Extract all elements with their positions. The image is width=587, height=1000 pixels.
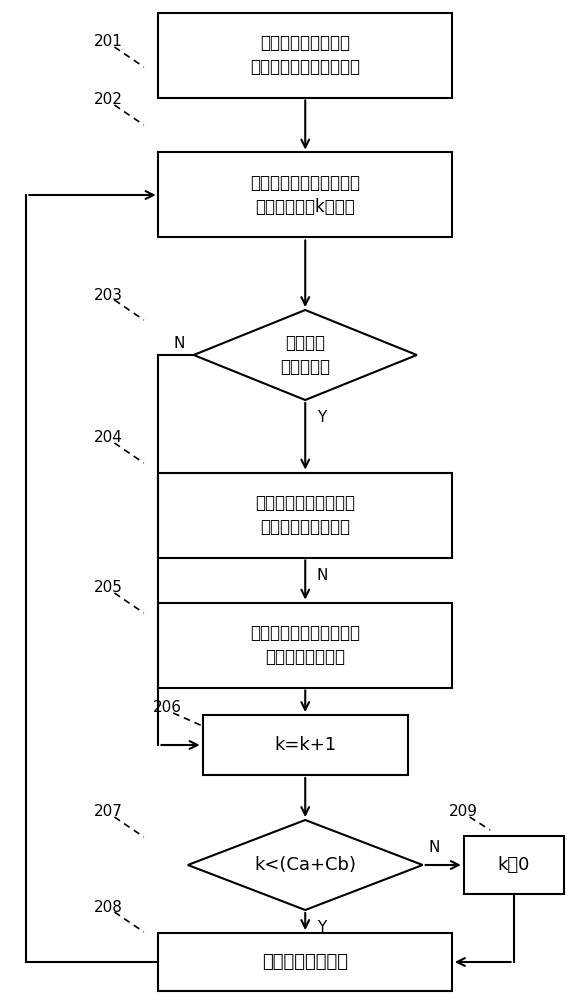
Text: k<(Ca+Cb): k<(Ca+Cb) [254,856,356,874]
Text: Y: Y [317,920,326,936]
Text: 206: 206 [153,700,182,716]
Text: 203: 203 [94,288,123,302]
Polygon shape [194,310,417,400]
Text: 以当前时刻窗口为原点
对窗口地址重新排序: 以当前时刻窗口为原点 对窗口地址重新排序 [255,494,355,536]
Bar [464,836,564,894]
Text: k置0: k置0 [497,856,530,874]
Text: 204: 204 [94,430,123,446]
Text: 加载记录参数初始化
环状滑动窗口长度及地址: 加载记录参数初始化 环状滑动窗口长度及地址 [250,34,360,76]
Text: Y: Y [317,410,326,426]
Text: 205: 205 [94,580,123,595]
Text: 201: 201 [94,34,123,49]
Text: 将当前断面数据及当前时
间标签写入第k个窗口: 将当前断面数据及当前时 间标签写入第k个窗口 [250,174,360,216]
Bar [158,602,452,688]
Text: 状态码停
机事件触发: 状态码停 机事件触发 [280,334,330,376]
Polygon shape [188,820,423,910]
Text: N: N [174,336,185,351]
Bar [158,933,452,991]
Text: 等待下个计算周期: 等待下个计算周期 [262,953,348,971]
Bar [158,473,452,558]
Bar [158,12,452,98]
Text: 207: 207 [94,804,123,820]
Text: N: N [317,568,328,582]
Text: 202: 202 [94,93,123,107]
Text: N: N [429,840,440,854]
Text: 209: 209 [449,804,478,820]
Text: 将环状窗口数据按照时间
标签排序写入文件: 将环状窗口数据按照时间 标签排序写入文件 [250,624,360,666]
Bar [158,152,452,237]
Text: k=k+1: k=k+1 [274,736,336,754]
Text: 208: 208 [94,900,123,914]
Bar [203,715,408,775]
